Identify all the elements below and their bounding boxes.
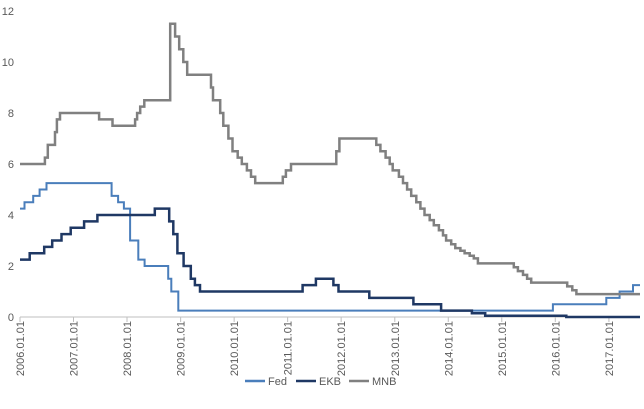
y-tick-label: 4 [8, 210, 14, 222]
y-tick-label: 0 [8, 312, 14, 324]
x-tick-label: 2014.01.01 [443, 321, 455, 376]
y-axis: 0 2 4 6 8 10 12 [2, 6, 14, 324]
y-tick-label: 6 [8, 159, 14, 171]
x-tick-label: 2006.01.01 [15, 321, 27, 376]
legend-item-fed: Fed [245, 376, 287, 388]
x-axis: 2006.01.01 2007.01.01 2008.01.01 2009.01.01… [15, 316, 640, 376]
x-tick-label: 2009.01.01 [176, 321, 188, 376]
x-tick-label: 2017.01.01 [604, 321, 616, 376]
series-line-mnb [20, 22, 640, 296]
series-line-fed [20, 182, 640, 312]
x-tick-label: 2011.01.01 [283, 321, 295, 375]
y-tick-label: 2 [8, 261, 14, 273]
y-tick-label: 10 [2, 57, 14, 69]
series-line-ekb [20, 207, 640, 319]
x-tick-label: 2010.01.01 [229, 321, 241, 376]
legend-item-ekb: EKB [296, 376, 341, 388]
x-tick-label: 2013.01.01 [390, 321, 402, 376]
x-tick-label: 2016.01.01 [550, 321, 562, 376]
x-tick-label: 2012.01.01 [336, 321, 348, 376]
legend-label-fed: Fed [268, 376, 287, 388]
x-tick-label: 2007.01.01 [68, 321, 80, 376]
series-layer [20, 22, 640, 319]
x-tick-label: 2015.01.01 [497, 321, 509, 376]
legend-label-ekb: EKB [319, 376, 341, 388]
y-tick-label: 12 [2, 6, 14, 18]
y-tick-label: 8 [8, 108, 14, 120]
legend: Fed EKB MNB [245, 376, 396, 388]
legend-label-mnb: MNB [372, 376, 396, 388]
legend-item-mnb: MNB [349, 376, 396, 388]
x-tick-label: 2008.01.01 [122, 321, 134, 376]
